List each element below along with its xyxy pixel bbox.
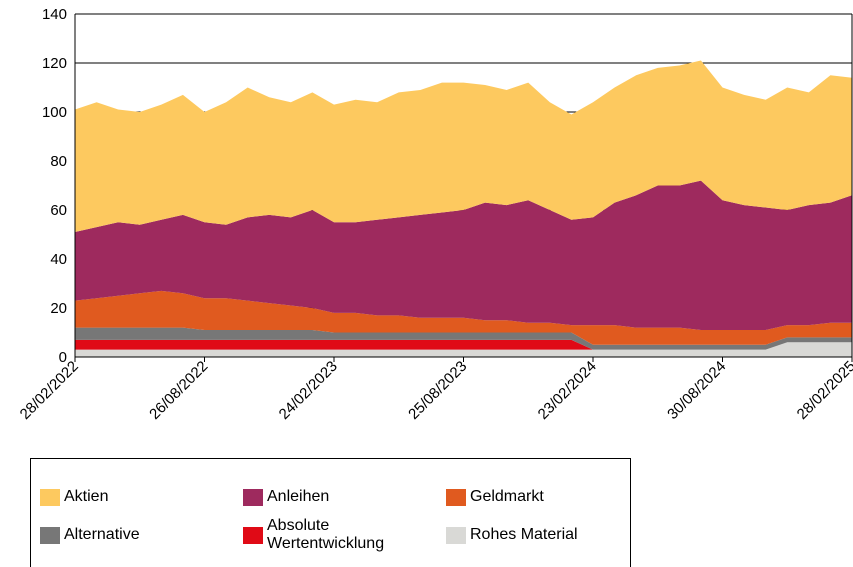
legend-item: Anleihen (243, 479, 433, 515)
chart: 0 20 40 60 80 100 120 140 28/02/2022 26/08/2022 24… (17, 6, 853, 423)
y-tick-label: 0 (59, 349, 67, 366)
x-tick-label: 30/08/2024 (664, 358, 729, 423)
x-tick-label: 28/02/2025 (794, 358, 853, 423)
area (75, 60, 852, 233)
y-tick-label: 60 (50, 202, 67, 219)
legend-label: Anleihen (267, 488, 330, 505)
x-tick-label: 28/02/2022 (17, 358, 82, 423)
legend-item: Geldmarkt (446, 479, 636, 515)
x-tick-label: 23/02/2024 (535, 358, 600, 423)
legend: Aktien Anleihen Geldmarkt Alternative Absolu… (30, 458, 631, 567)
x-tick-label: 25/08/2023 (405, 358, 470, 423)
legend-item: Aktien (40, 479, 230, 515)
y-tick-label: 120 (42, 55, 67, 72)
y-tick-label: 140 (42, 6, 67, 23)
legend-swatch (243, 526, 263, 544)
legend-swatch (40, 526, 60, 544)
legend-item: Absolute Wertentwicklung (243, 517, 433, 553)
area (75, 180, 852, 331)
y-tick-label: 100 (42, 104, 67, 121)
legend-label: Rohes Material (470, 526, 578, 543)
legend-item: Alternative (40, 517, 230, 553)
y-tick-label: 80 (50, 153, 67, 170)
legend-label: Absolute Wertentwicklung (267, 517, 385, 552)
x-tick-label: 26/08/2022 (146, 358, 211, 423)
legend-label: Alternative (64, 526, 140, 543)
area (75, 339, 852, 350)
area (75, 327, 852, 350)
legend-swatch (243, 488, 263, 506)
legend-label: Geldmarkt (470, 488, 544, 505)
y-tick-label: 20 (50, 300, 67, 317)
y-tick-label: 40 (50, 251, 67, 268)
x-tick-label: 24/02/2023 (276, 358, 341, 423)
legend-label: Aktien (64, 488, 109, 505)
legend-swatch (40, 488, 60, 506)
legend-swatch (446, 488, 466, 506)
legend-swatch (446, 526, 466, 544)
legend-item: Rohes Material (446, 517, 636, 553)
